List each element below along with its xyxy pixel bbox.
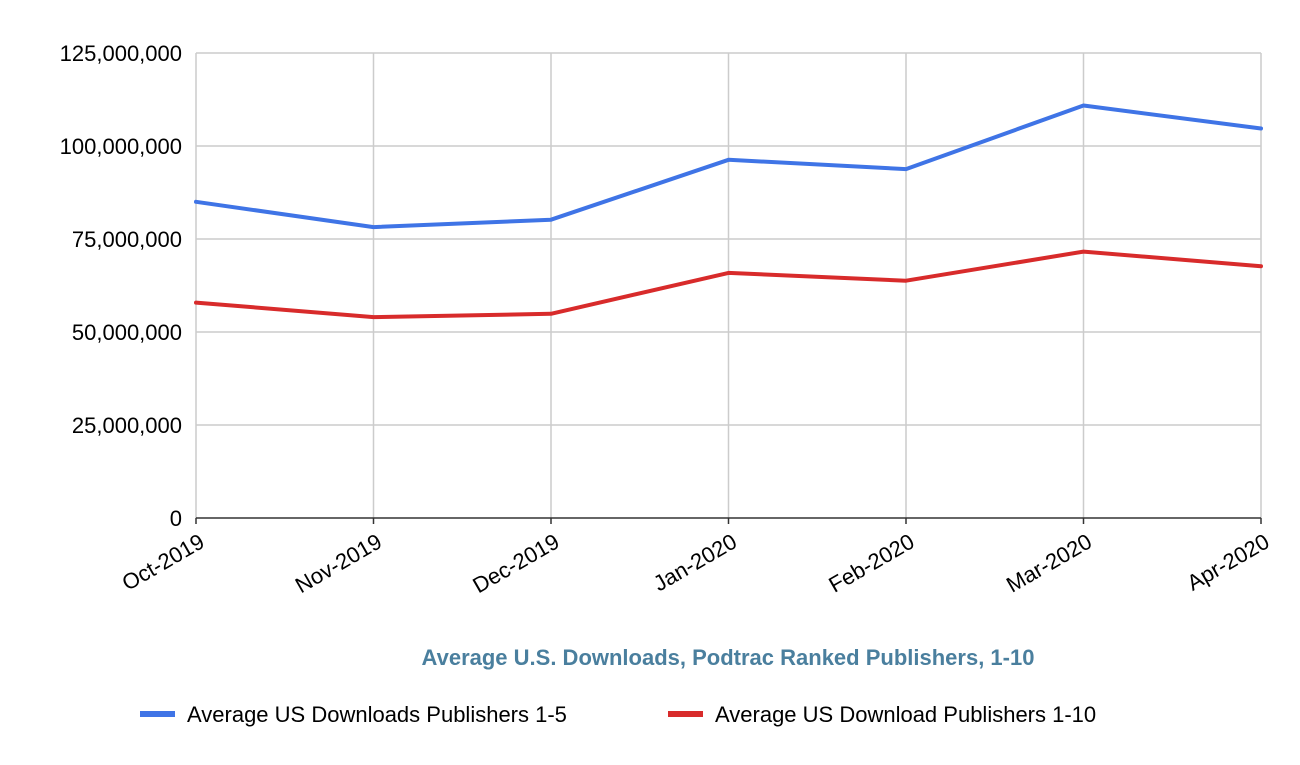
series-line-1	[194, 103, 1263, 230]
x-tick-label: Nov-2019	[291, 529, 386, 598]
legend-label-2: Average US Download Publishers 1-10	[715, 702, 1096, 727]
x-tick-label: Apr-2020	[1183, 529, 1274, 596]
x-tick-label: Oct-2019	[118, 529, 209, 596]
y-tick-label: 0	[170, 506, 182, 531]
x-tick-label: Jan-2020	[649, 529, 741, 597]
y-tick-label: 25,000,000	[72, 413, 182, 438]
x-axis-ticks: Oct-2019 Nov-2019 Dec-2019 Jan-2020 Feb-2020…	[118, 529, 1274, 598]
legend: Average US Downloads Publishers 1-5 Avera…	[140, 702, 1096, 727]
x-tick-label: Dec-2019	[468, 529, 563, 598]
series-lines	[194, 103, 1263, 320]
legend-label-1: Average US Downloads Publishers 1-5	[187, 702, 567, 727]
y-tick-label: 125,000,000	[60, 41, 182, 66]
chart-title: Average U.S. Downloads, Podtrac Ranked P…	[422, 645, 1035, 670]
series-line-2	[194, 249, 1263, 320]
x-tick-label: Mar-2020	[1002, 529, 1096, 598]
y-axis-ticks: 0 25,000,000 50,000,000 75,000,000 100,000,0…	[60, 41, 182, 531]
y-tick-label: 100,000,000	[60, 134, 182, 159]
x-tick-label: Feb-2020	[824, 529, 918, 598]
y-tick-label: 75,000,000	[72, 227, 182, 252]
y-tick-label: 50,000,000	[72, 320, 182, 345]
grid	[195, 52, 1262, 524]
